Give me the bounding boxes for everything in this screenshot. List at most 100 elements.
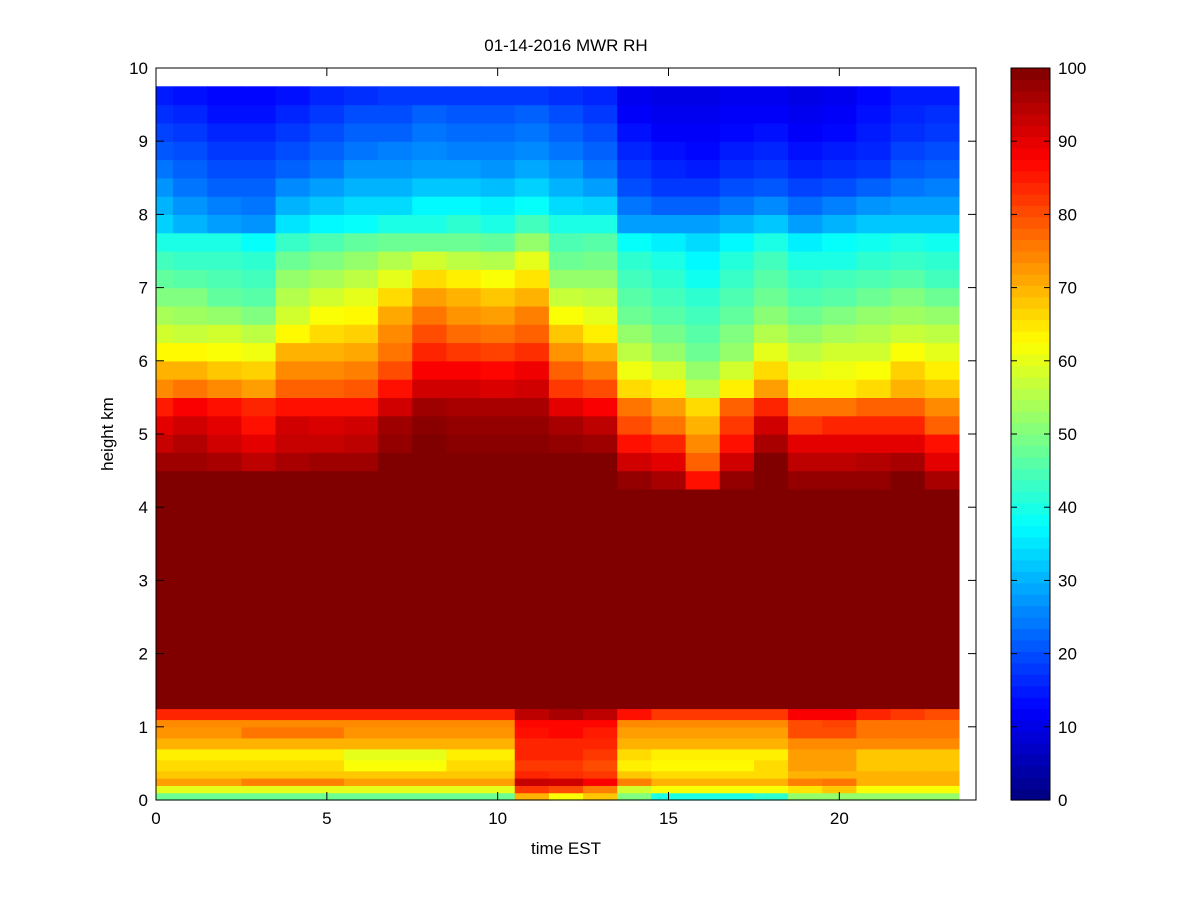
heatmap-cell (788, 415, 823, 435)
heatmap-cell (651, 737, 687, 750)
heatmap-cell (753, 360, 789, 380)
colorbar-swatch (1011, 479, 1050, 492)
x-tick-label: 10 (488, 809, 507, 828)
heatmap-cell (207, 770, 243, 779)
heatmap-cell (924, 737, 960, 750)
heatmap-cell (617, 104, 653, 124)
heatmap-cell (207, 86, 243, 106)
heatmap-cell (651, 379, 687, 398)
heatmap-cell (583, 360, 618, 380)
heatmap-cell (343, 159, 379, 179)
heatmap-cell (207, 342, 243, 362)
heatmap-cell (856, 122, 892, 142)
heatmap-cell (480, 785, 516, 794)
heatmap-cell (412, 104, 448, 124)
heatmap-cell (446, 778, 482, 786)
colorbar-swatch (1011, 548, 1050, 561)
heatmap-cell (651, 770, 687, 779)
heatmap-cell (583, 397, 618, 417)
heatmap-cell (480, 415, 516, 435)
heatmap-cell (822, 141, 858, 161)
heatmap-cell (343, 379, 379, 398)
y-axis-label: height km (98, 397, 117, 471)
heatmap-cell (685, 748, 721, 761)
heatmap-cell (890, 726, 926, 739)
heatmap-cell (890, 770, 926, 779)
heatmap-cell (617, 708, 653, 721)
colorbar-swatch (1011, 170, 1050, 183)
heatmap-cell (890, 792, 926, 801)
heatmap-cell (514, 86, 550, 106)
heatmap-cell (548, 122, 584, 142)
heatmap-cell (156, 470, 174, 490)
heatmap-cell (173, 719, 208, 728)
heatmap-cell (412, 708, 448, 721)
heatmap-cell (480, 251, 516, 270)
heatmap-cell (343, 232, 379, 252)
heatmap-cell (378, 269, 413, 289)
colorbar-swatch (1011, 662, 1050, 675)
heatmap-cell (685, 214, 721, 234)
heatmap-cell (685, 104, 721, 124)
heatmap-cell (207, 785, 243, 794)
heatmap-cell (241, 434, 277, 453)
heatmap-cell (309, 360, 345, 380)
heatmap-cell (275, 759, 311, 772)
heatmap-cell (583, 196, 618, 215)
heatmap-cell (822, 759, 858, 772)
heatmap-cell (275, 122, 311, 142)
heatmap-cell (156, 785, 174, 794)
heatmap-cell (719, 214, 755, 234)
colorbar-swatch (1011, 571, 1050, 584)
heatmap-cell (378, 251, 413, 270)
heatmap-cell (343, 748, 379, 761)
heatmap-cell (343, 759, 379, 772)
heatmap-cell (617, 360, 653, 380)
heatmap-cell (309, 122, 345, 142)
heatmap-cell (412, 726, 448, 739)
heatmap-cell (275, 708, 311, 721)
colorbar-swatch (1011, 559, 1050, 572)
heatmap-cell (309, 397, 345, 417)
heatmap-cell (924, 379, 960, 398)
heatmap-cell (788, 737, 823, 750)
heatmap-cell (822, 269, 858, 289)
heatmap-cell (788, 470, 823, 490)
colorbar-swatch (1011, 777, 1050, 790)
heatmap-cell (156, 452, 174, 472)
heatmap-cell (343, 434, 379, 453)
heatmap-cell (343, 415, 379, 435)
heatmap-cell (685, 86, 721, 106)
heatmap-cell (446, 360, 482, 380)
heatmap-cell (583, 287, 618, 307)
heatmap-cell (480, 770, 516, 779)
heatmap-cell (719, 737, 755, 750)
heatmap-cell (822, 196, 858, 215)
heatmap-cell (788, 770, 823, 779)
colorbar-swatch (1011, 102, 1050, 115)
heatmap-cell (343, 122, 379, 142)
heatmap-cell (753, 759, 789, 772)
heatmap-cell (651, 488, 687, 710)
colorbar-tick-label: 80 (1058, 205, 1077, 224)
heatmap-cell (617, 305, 653, 325)
heatmap-cell (651, 287, 687, 307)
heatmap-cell (548, 470, 584, 490)
heatmap-cell (514, 214, 550, 234)
heatmap-cell (480, 104, 516, 124)
heatmap-cell (651, 726, 687, 739)
colorbar-swatch (1011, 79, 1050, 92)
heatmap-cell (822, 104, 858, 124)
heatmap-cell (156, 737, 174, 750)
heatmap-cell (685, 159, 721, 179)
heatmap-cell (275, 488, 311, 710)
heatmap-cell (856, 792, 892, 801)
heatmap-cell (788, 86, 823, 106)
heatmap-cell (822, 778, 858, 786)
heatmap-cell (685, 196, 721, 215)
heatmap-cell (378, 759, 413, 772)
heatmap-cell (822, 232, 858, 252)
heatmap-cell (309, 379, 345, 398)
heatmap-cell (514, 726, 550, 739)
colorbar-swatch (1011, 136, 1050, 149)
